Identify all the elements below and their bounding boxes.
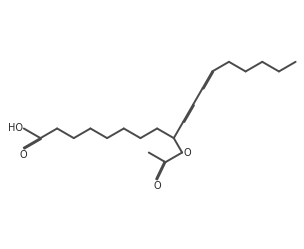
Text: O: O [153,182,161,191]
Text: HO: HO [8,123,23,133]
Text: O: O [19,150,27,160]
Text: O: O [184,148,191,158]
